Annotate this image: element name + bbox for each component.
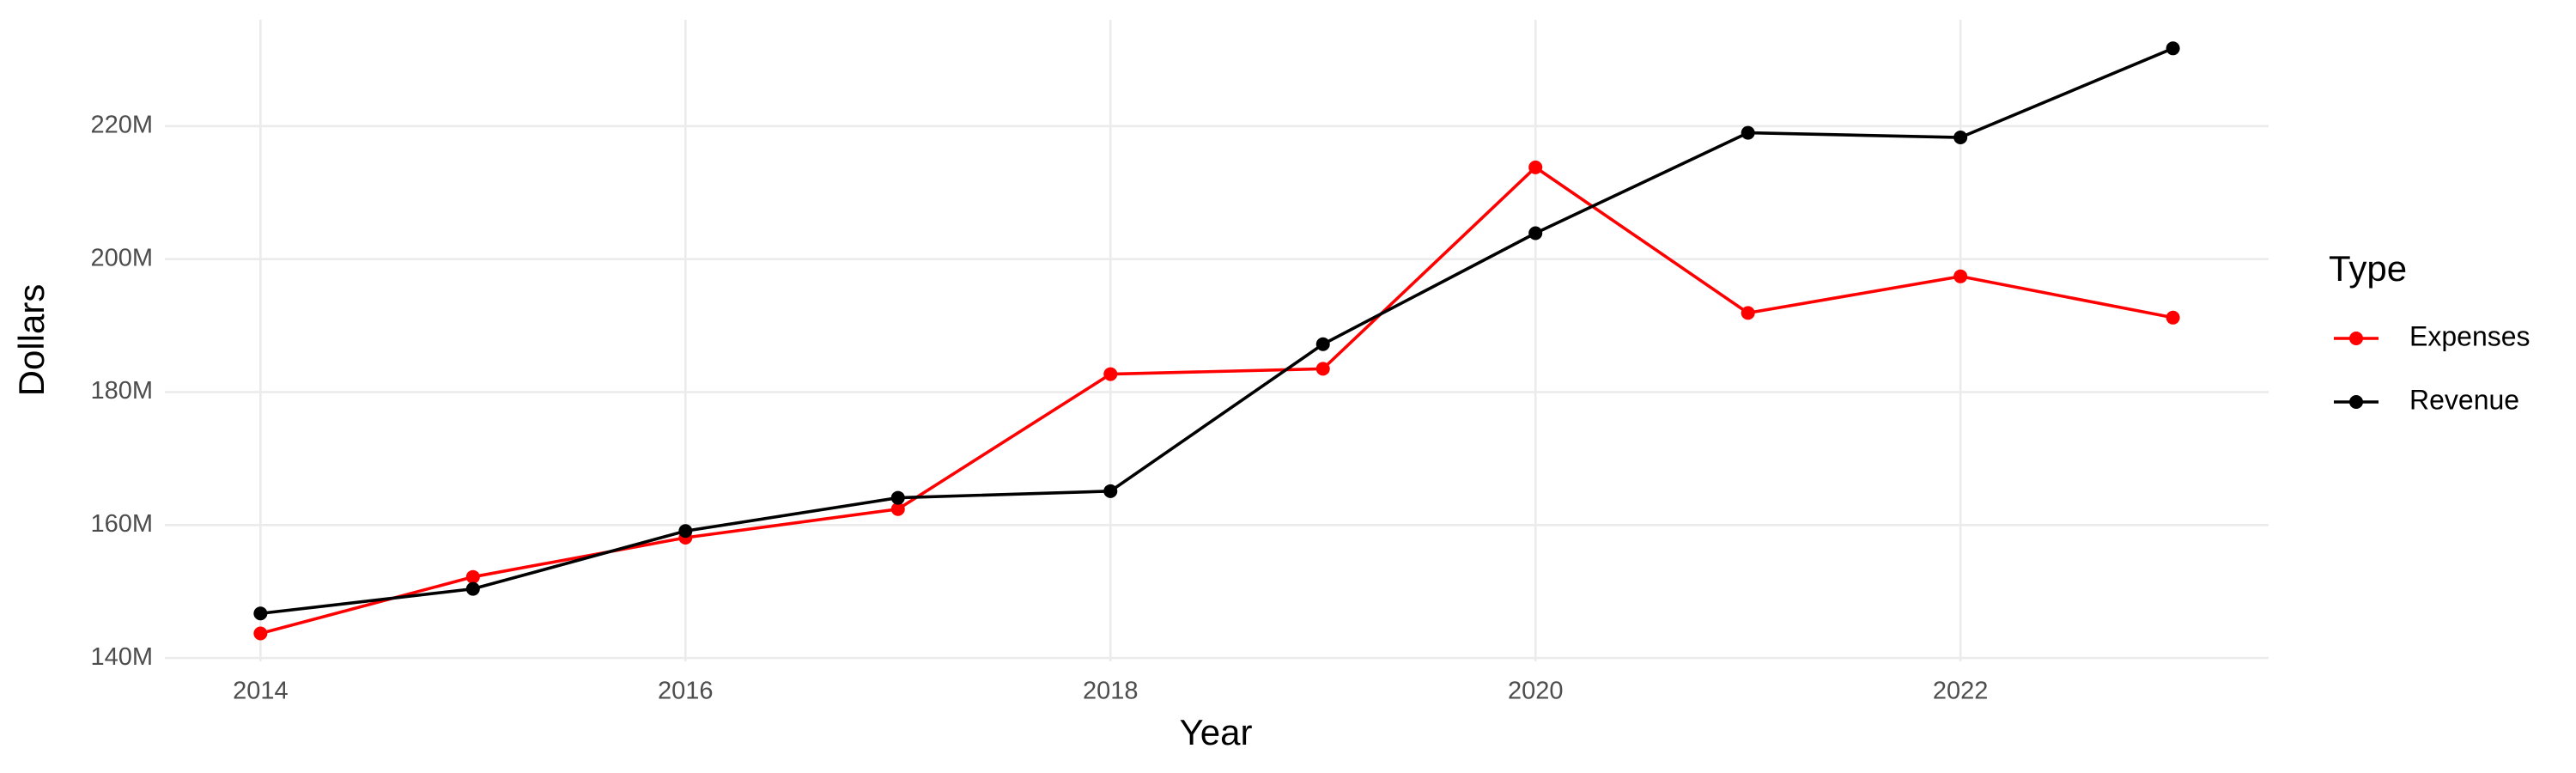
data-point [465,569,480,584]
data-point [1528,160,1543,174]
data-point [1103,484,1118,498]
x-axis-title: Year [1180,712,1253,752]
y-tick-label: 220M [90,112,153,139]
data-point [1315,362,1330,376]
data-point [1528,226,1543,240]
series-line [260,46,2174,616]
data-point [1953,131,1968,145]
data-point [1103,367,1118,381]
x-tick-label: 2022 [1933,678,1989,705]
legend-label: Expenses [2409,320,2530,351]
data-point [253,626,268,641]
y-axis-title: Dollars [11,284,52,397]
x-tick-label: 2016 [658,678,714,705]
x-tick-label: 2014 [233,678,289,705]
x-tick-label: 2020 [1508,678,1564,705]
data-point [890,502,905,516]
y-tick-label: 140M [90,643,153,671]
data-point [253,606,268,621]
data-point [2166,310,2180,325]
data-point [465,581,480,596]
data-point [1741,125,1755,140]
data-point [678,524,693,539]
data-point [890,490,905,505]
data-point [1953,269,1968,283]
data-point [1741,306,1755,320]
data-point [1315,337,1330,351]
legend-key-point [2349,332,2363,345]
x-tick-label: 2018 [1083,678,1139,705]
legend-title: Type [2329,248,2407,289]
series-line [259,165,2173,636]
legend-key-point [2349,395,2363,409]
legend-label: Revenue [2409,384,2519,415]
y-tick-label: 200M [90,244,153,271]
y-tick-label: 180M [90,377,153,405]
y-tick-label: 160M [90,510,153,538]
data-point [2166,41,2180,56]
